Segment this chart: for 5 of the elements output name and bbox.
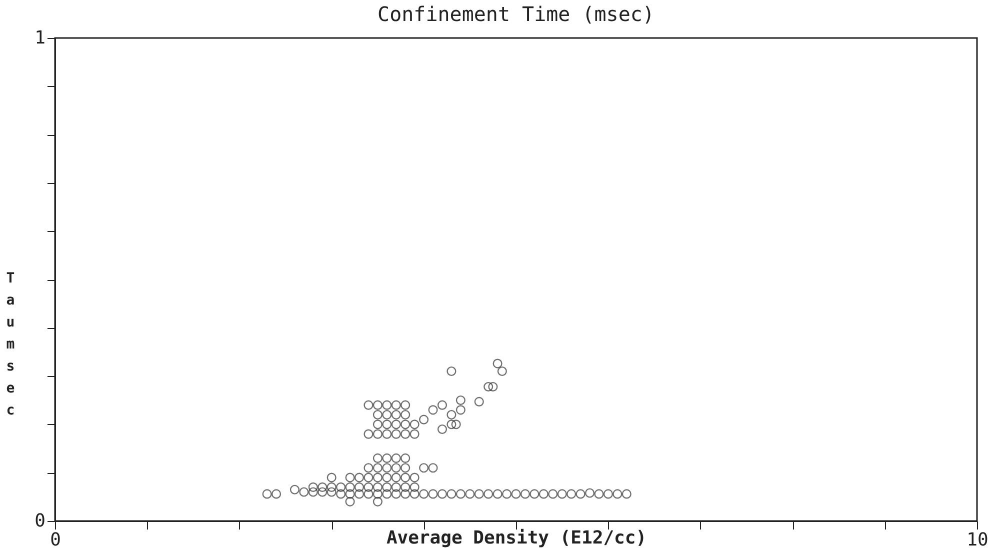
y-tick-label: 1 — [34, 28, 46, 48]
y-axis-title: Tau msec — [6, 270, 15, 418]
x-axis-title: Average Density (E12/cc) — [386, 528, 647, 548]
chart-title: Confinement Time (msec) — [378, 2, 654, 26]
x-tick-label: 10 — [966, 530, 988, 550]
